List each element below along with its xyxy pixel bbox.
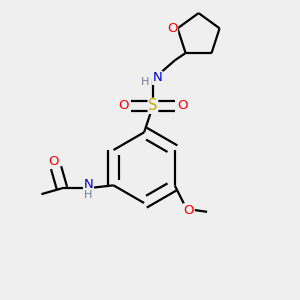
Text: O: O [49, 155, 59, 168]
Text: H: H [140, 77, 149, 87]
Text: O: O [177, 99, 188, 112]
Text: S: S [148, 98, 158, 113]
Text: N: N [84, 178, 93, 191]
Text: N: N [152, 71, 162, 84]
Text: O: O [118, 99, 129, 112]
Text: H: H [84, 190, 93, 200]
Text: O: O [167, 22, 178, 35]
Text: O: O [184, 204, 194, 217]
